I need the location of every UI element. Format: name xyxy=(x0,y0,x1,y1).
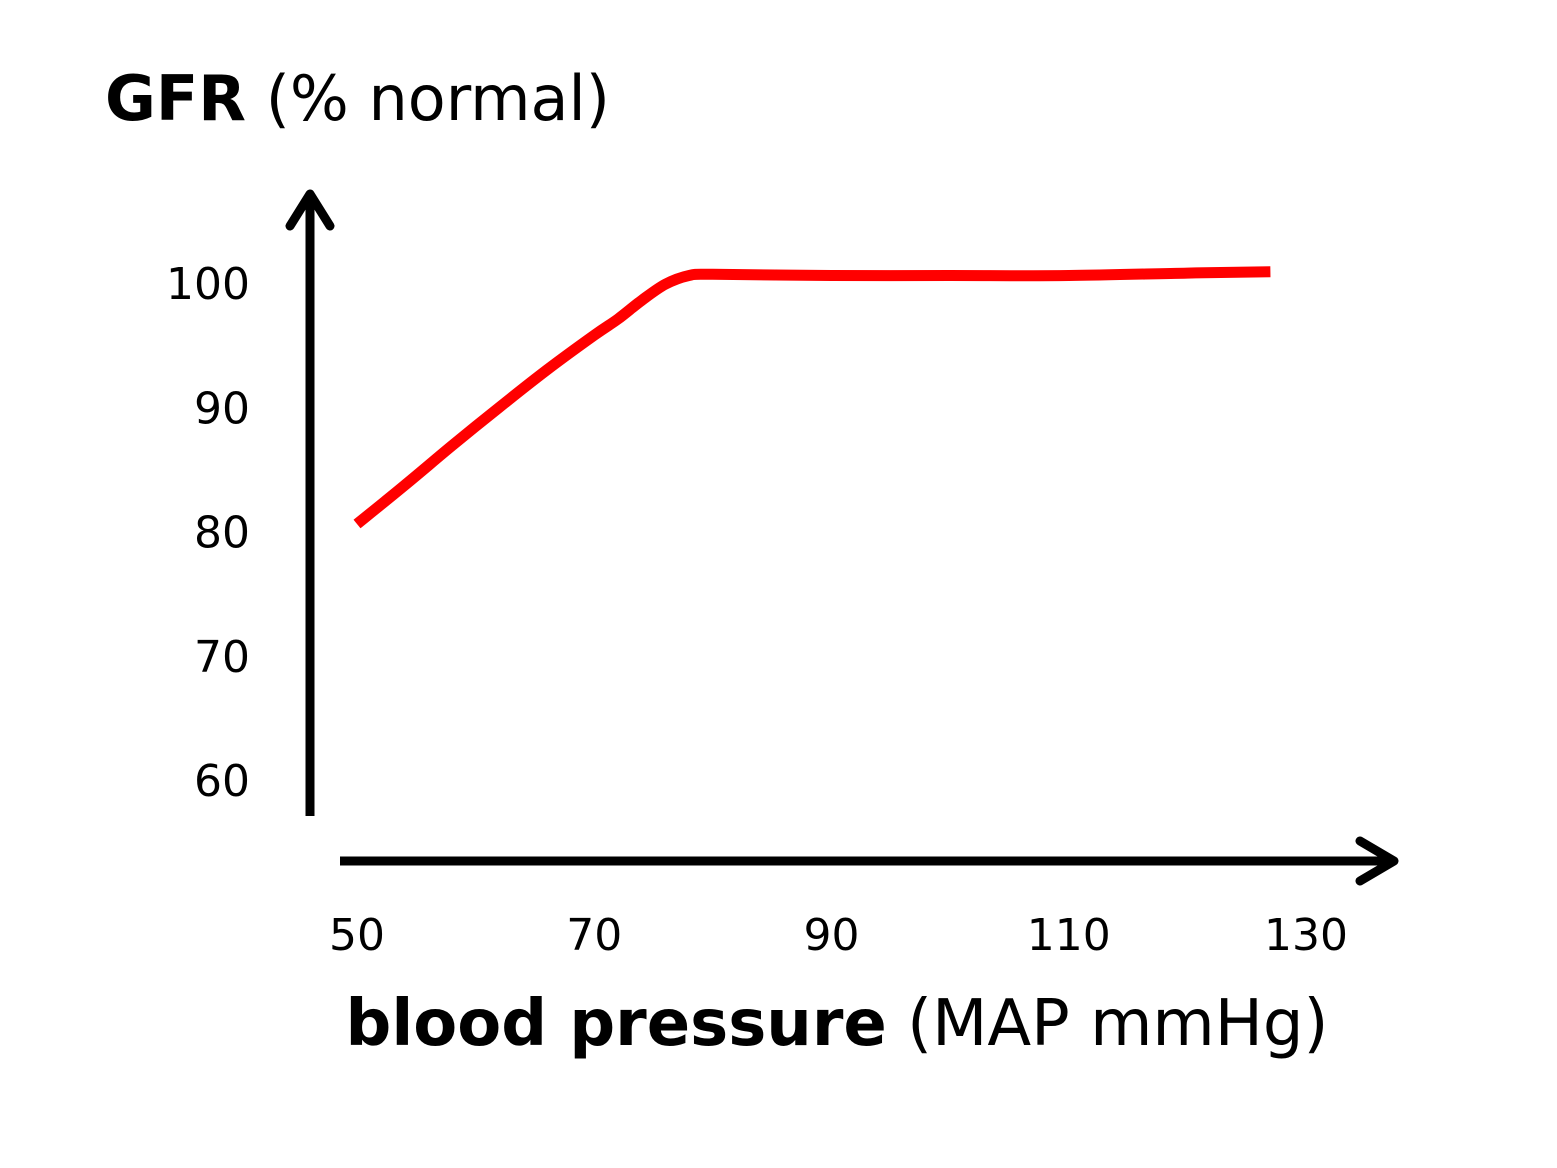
y-tick-label-70: 70 xyxy=(194,632,250,683)
y-axis-arrowhead xyxy=(285,189,335,231)
x-tick-label-130: 130 xyxy=(1264,910,1348,961)
chart-title-rest: (% normal) xyxy=(246,62,610,135)
x-axis-label-rest: (MAP mmHg) xyxy=(887,987,1329,1061)
y-tick-labels: 100 90 80 70 60 xyxy=(166,259,250,807)
chart-title-bold: GFR xyxy=(105,62,246,135)
y-tick-label-60: 60 xyxy=(194,756,250,807)
x-tick-label-50: 50 xyxy=(329,910,385,961)
x-tick-labels: 50 70 90 110 130 xyxy=(329,910,1348,961)
y-tick-label-100: 100 xyxy=(166,259,250,310)
x-axis-label: blood pressure (MAP mmHg) xyxy=(346,987,1329,1061)
series-layer xyxy=(353,266,1271,529)
y-tick-label-90: 90 xyxy=(194,383,250,434)
x-axis-label-bold: blood pressure xyxy=(346,987,887,1061)
y-tick-label-80: 80 xyxy=(194,508,250,559)
chart-title: GFR (% normal) xyxy=(105,62,610,135)
x-tick-label-70: 70 xyxy=(566,910,622,961)
series-line-gfr xyxy=(353,266,1271,529)
x-tick-label-90: 90 xyxy=(804,910,860,961)
x-tick-label-110: 110 xyxy=(1027,910,1111,961)
x-axis-arrowhead xyxy=(1355,836,1399,886)
